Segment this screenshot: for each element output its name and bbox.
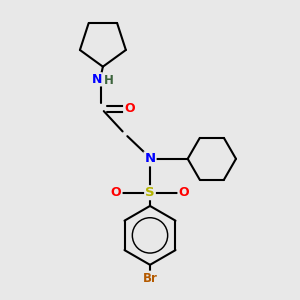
Text: O: O — [111, 186, 122, 199]
Text: Br: Br — [142, 272, 158, 285]
Text: O: O — [178, 186, 189, 199]
Text: N: N — [144, 152, 156, 165]
Text: N: N — [92, 73, 102, 86]
Text: O: O — [124, 102, 135, 115]
Text: H: H — [104, 74, 114, 87]
Text: S: S — [145, 186, 155, 199]
